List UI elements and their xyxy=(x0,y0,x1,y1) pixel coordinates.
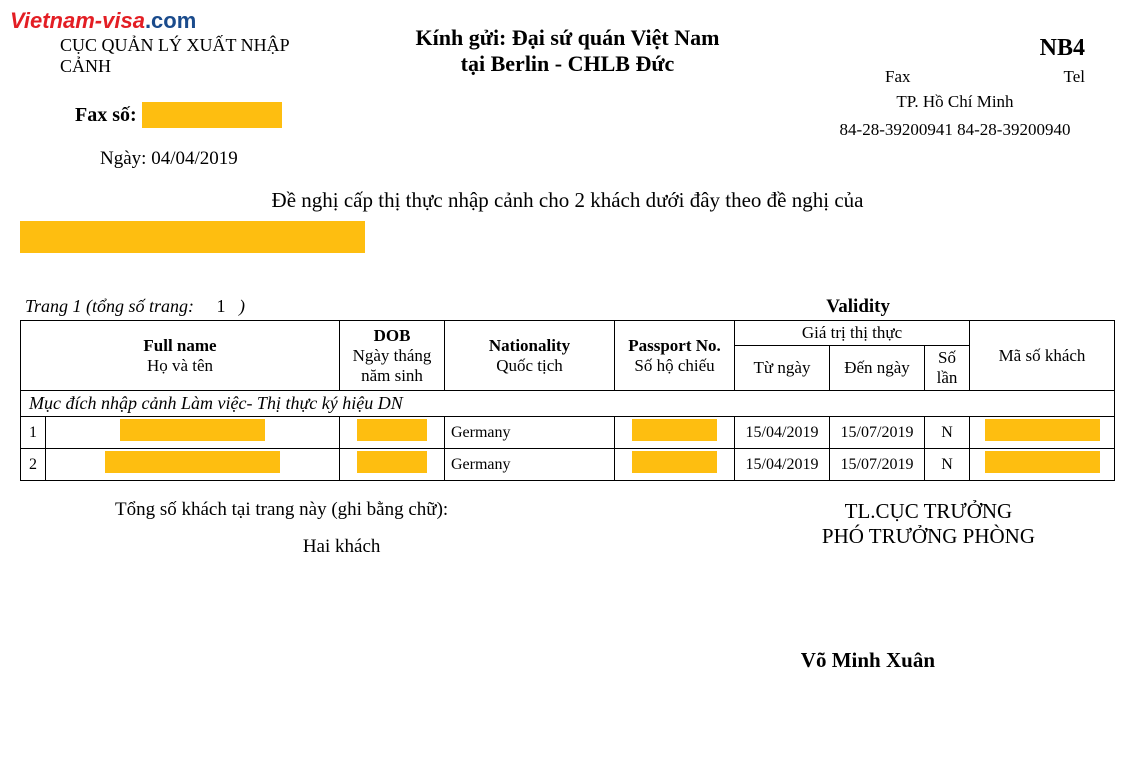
fax-number-redacted xyxy=(142,102,282,128)
times-cell: N xyxy=(925,417,970,449)
to-cell: 15/07/2019 xyxy=(830,417,925,449)
th-pass-en: Passport No. xyxy=(619,336,730,356)
th-fullname-vn: Họ và tên xyxy=(25,356,335,376)
salutation-line2: tại Berlin - CHLB Đức xyxy=(320,51,815,77)
passport-redacted xyxy=(632,419,717,441)
th-nat-en: Nationality xyxy=(449,336,610,356)
table-row: 2 Germany 15/04/2019 15/07/2019 N xyxy=(21,449,1115,481)
page-info-row: Trang 1 (tổng số trang: 1 ) Validity xyxy=(20,296,1115,318)
watermark-logo: Vietnam-visa.com xyxy=(10,8,196,34)
logo-part2: -visa xyxy=(95,8,145,33)
agency-name: CỤC QUẢN LÝ XUẤT NHẬP CẢNH xyxy=(60,35,320,77)
to-cell: 15/07/2019 xyxy=(830,449,925,481)
phone2: 84-28-39200940 xyxy=(957,120,1070,139)
row-index: 2 xyxy=(21,449,46,481)
dob-redacted xyxy=(357,419,427,441)
city-name: TP. Hồ Chí Minh xyxy=(815,92,1095,112)
nationality-cell: Germany xyxy=(445,449,615,481)
tel-label: Tel xyxy=(1064,67,1085,87)
times-cell: N xyxy=(925,449,970,481)
logo-part3: .com xyxy=(145,8,196,33)
th-from: Từ ngày xyxy=(735,346,830,391)
request-statement: Đề nghị cấp thị thực nhập cảnh cho 2 khá… xyxy=(20,188,1115,213)
nationality-cell: Germany xyxy=(445,417,615,449)
th-code: Mã số khách xyxy=(970,321,1115,391)
date-label: Ngày: xyxy=(100,148,146,169)
th-times: Số lần xyxy=(925,346,970,391)
applicant-table: Full name Họ và tên DOB Ngày tháng năm s… xyxy=(20,320,1115,481)
table-row: 1 Germany 15/04/2019 15/07/2019 N xyxy=(21,417,1115,449)
th-nat-vn: Quốc tịch xyxy=(449,356,610,376)
fax-number-label: Fax số: xyxy=(75,104,137,127)
page-info-count: 1 xyxy=(217,296,226,316)
name-redacted xyxy=(120,419,265,441)
document-header: CỤC QUẢN LÝ XUẤT NHẬP CẢNH Fax số: Ngày:… xyxy=(20,35,1115,170)
from-cell: 15/04/2019 xyxy=(735,449,830,481)
page-info-prefix: Trang 1 (tổng số trang: xyxy=(25,296,194,316)
name-redacted xyxy=(105,451,280,473)
requester-redacted xyxy=(20,221,365,253)
dob-redacted xyxy=(357,451,427,473)
authority-line2: PHÓ TRƯỞNG PHÒNG xyxy=(822,524,1035,549)
th-pass-vn: Số hộ chiếu xyxy=(619,356,730,376)
date-value: 04/04/2019 xyxy=(151,148,238,169)
th-validity-vn: Giá trị thị thực xyxy=(735,321,970,346)
fax-label: Fax xyxy=(885,67,911,87)
document-code: NB4 xyxy=(815,35,1085,62)
from-cell: 15/04/2019 xyxy=(735,417,830,449)
code-redacted xyxy=(985,451,1100,473)
total-value: Hai khách xyxy=(235,536,448,558)
phone1: 84-28-39200941 xyxy=(840,120,953,139)
th-dob-vn: Ngày tháng năm sinh xyxy=(344,346,440,386)
signature-name: Võ Minh Xuân xyxy=(20,648,935,673)
th-fullname-en: Full name xyxy=(25,336,335,356)
th-to: Đến ngày xyxy=(830,346,925,391)
validity-header: Validity xyxy=(826,296,890,318)
th-dob-en: DOB xyxy=(344,326,440,346)
footer-row: Tổng số khách tại trang này (ghi bằng ch… xyxy=(20,499,1115,558)
purpose-text: Mục đích nhập cảnh Làm việc- Thị thực ký… xyxy=(21,391,1115,417)
passport-redacted xyxy=(632,451,717,473)
authority-line1: TL.CỤC TRƯỞNG xyxy=(822,499,1035,524)
logo-part1: Vietnam xyxy=(10,8,95,33)
salutation-line1: Kính gửi: Đại sứ quán Việt Nam xyxy=(320,25,815,51)
total-label: Tổng số khách tại trang này (ghi bằng ch… xyxy=(115,499,448,521)
page-info-suffix: ) xyxy=(239,296,245,316)
code-redacted xyxy=(985,419,1100,441)
row-index: 1 xyxy=(21,417,46,449)
